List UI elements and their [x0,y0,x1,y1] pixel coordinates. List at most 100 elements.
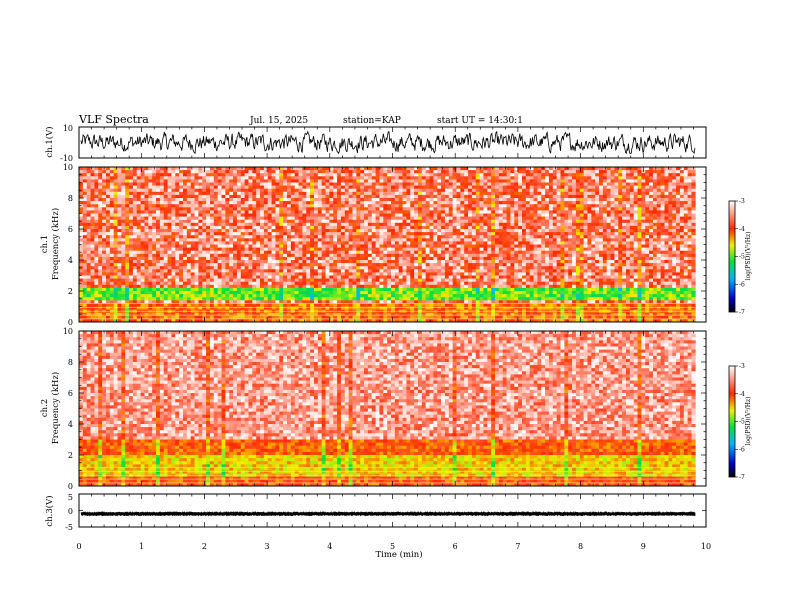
spectrogram-cell [136,315,141,320]
spectrogram-cell [298,318,303,323]
spectrogram-cell [221,191,226,196]
spectrogram-cell [417,204,423,208]
spectrogram-cell [240,173,245,177]
spectrogram-cell [202,281,207,286]
spectrogram-cell [229,210,234,214]
spectrogram-cell [375,284,380,289]
spectrogram-cell [317,179,322,183]
spectrogram-cell [406,235,411,239]
spectrogram-cell [344,244,349,248]
spectrogram-cell [102,260,107,264]
spectrogram-cell [252,275,257,279]
spectrogram-cell [302,269,307,273]
spectrogram-cell [171,210,176,214]
spectrogram-cell [186,216,192,220]
spectrogram-cell [383,213,388,217]
spectrogram-cell [171,225,176,230]
spectrogram-cell [379,238,384,242]
spectrogram-cell [260,222,265,227]
spectrogram-cell [156,306,161,310]
spectrogram-cell [317,303,322,307]
spectrogram-cell [313,179,319,183]
spectrogram-cell [306,194,311,199]
spectrogram-cell [82,170,87,174]
spectrogram-cell [325,222,330,227]
spectrogram-cell [233,318,238,323]
spectrogram-cell [186,198,192,202]
spectrogram-cell [94,219,99,224]
spectrogram-cell [233,213,238,217]
spectrogram-cell [82,253,87,258]
spectrogram-cell [379,263,384,267]
spectrogram-cell [356,247,361,251]
spectrogram-cell [433,297,438,301]
spectrogram-cell [217,194,222,199]
spectrogram-cell [82,278,87,282]
spectrogram-cell [329,185,334,189]
spectrogram-cell [275,287,280,292]
spectrogram-cell [317,235,322,239]
spectrogram-cell [213,318,218,323]
spectrogram-cell [394,188,400,193]
spectrogram-cell [86,167,91,171]
spectrogram-cell [279,275,284,279]
spectrogram-cell [298,222,303,227]
spectrogram-cell [375,201,380,205]
spectrogram-cell [310,167,315,171]
spectrogram-cell [132,198,138,202]
spectrogram-cell [156,260,161,264]
spectrogram-cell [414,315,419,320]
spectrogram-cell [198,269,203,273]
spectrogram-cell [117,207,122,211]
spectrogram-cell [125,263,130,267]
spectrogram-cell [402,241,407,245]
spectrogram-cell [271,281,276,286]
spectrogram-cell [109,176,114,180]
spectrogram-cell [433,167,438,171]
spectrogram-cell [275,260,280,264]
spectrogram-cell [90,272,95,276]
spectrogram-cell [375,294,380,298]
spectrogram-cell [144,278,149,282]
spectrogram-cell [167,318,172,323]
spectrogram-cell [129,222,134,227]
spectrogram-cell [364,253,369,258]
spectrogram-cell [387,275,392,279]
spectrogram-cell [360,287,365,292]
spectrogram-cell [402,238,407,242]
spectrogram-cell [444,318,450,323]
spectrogram-cell [94,260,99,264]
spectrogram-cell [271,306,276,310]
spectrogram-cell [402,250,407,255]
spectrogram-cell [452,250,457,255]
spectrogram-cell [337,315,342,320]
spectrogram-cell [352,232,357,236]
spectrogram-cell [217,256,222,261]
spectrogram-cell [290,235,296,239]
spectrogram-cell [352,263,357,267]
spectrogram-cell [302,198,307,202]
spectrogram-cell [175,250,180,255]
spectrogram-cell [298,176,303,180]
spectrogram-cell [421,222,426,227]
spectrogram-cell [240,229,245,233]
spectrogram-cell [329,241,334,245]
spectrogram-cell [105,269,111,273]
spectrogram-cell [125,176,130,180]
spectrogram-cell [306,284,311,289]
spectrogram-cell [217,260,222,264]
spectrogram-cell [163,247,168,251]
spectrogram-cell [140,207,145,211]
spectrogram-cell [394,269,400,273]
spectrogram-cell [452,216,457,220]
spectrogram-cell [321,275,326,279]
spectrogram-cell [144,291,149,295]
spectrogram-cell [244,300,249,304]
spectrogram-cell [82,201,87,205]
spectrogram-cell [132,266,138,270]
spectrogram-cell [117,210,122,214]
spectrogram-cell [317,306,322,310]
spectrogram-cell [433,294,438,298]
spectrogram-cell [333,287,338,292]
spectrogram-cell [82,260,87,264]
